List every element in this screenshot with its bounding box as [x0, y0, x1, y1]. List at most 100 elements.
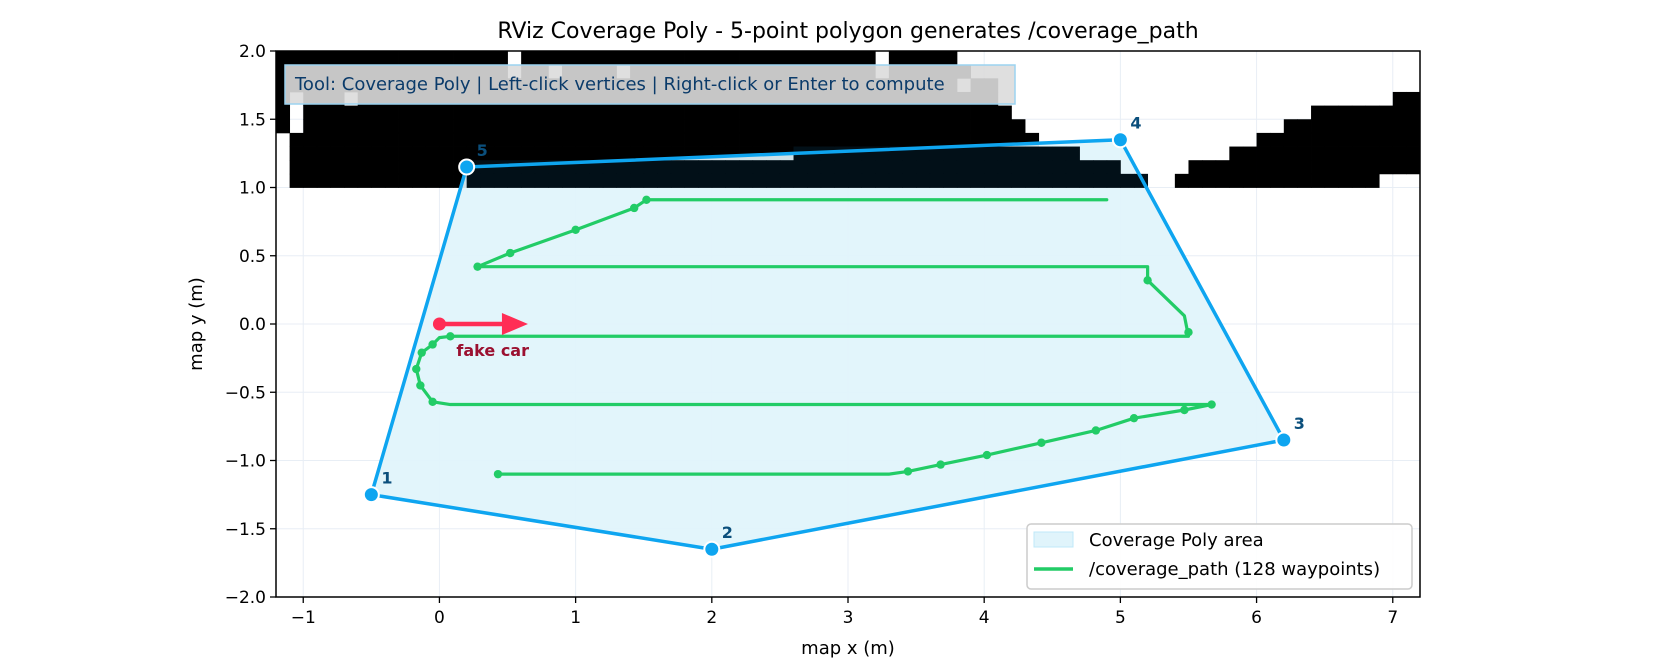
- occupied-cell: [1365, 160, 1380, 175]
- occupied-cell: [398, 146, 413, 161]
- occupied-cell: [616, 51, 631, 66]
- occupied-cell: [589, 173, 604, 188]
- legend-path-label: /coverage_path (128 waypoints): [1089, 559, 1380, 580]
- occupied-cell: [384, 173, 399, 188]
- y-tick-label: −0.5: [225, 383, 266, 403]
- occupied-cell: [834, 132, 849, 147]
- occupied-cell: [684, 105, 699, 120]
- occupied-cell: [521, 160, 536, 175]
- occupied-cell: [493, 51, 508, 66]
- occupied-cell: [956, 146, 971, 161]
- occupied-cell: [807, 173, 822, 188]
- occupied-cell: [984, 160, 999, 175]
- occupied-cell: [562, 146, 577, 161]
- occupied-cell: [1461, 119, 1475, 133]
- occupied-cell: [916, 173, 931, 188]
- occupied-cell: [602, 173, 617, 188]
- occupied-cell: [1406, 91, 1420, 106]
- occupied-cell: [425, 51, 440, 66]
- occupied-cell: [1406, 132, 1420, 147]
- occupied-cell: [1392, 146, 1407, 161]
- occupied-cell: [1038, 160, 1053, 175]
- occupied-cell: [521, 173, 536, 188]
- occupied-cell: [943, 105, 958, 120]
- occupied-cell: [480, 173, 495, 188]
- occupied-cell: [902, 160, 917, 175]
- occupied-cell: [752, 105, 767, 120]
- car-position-marker: [432, 317, 446, 331]
- occupied-cell: [1324, 119, 1339, 134]
- occupied-cell: [698, 119, 713, 134]
- occupied-cell: [956, 119, 971, 134]
- occupied-cell: [1392, 91, 1407, 106]
- occupied-cell: [834, 51, 849, 66]
- occupied-cell: [303, 119, 318, 134]
- occupied-cell: [1120, 173, 1135, 188]
- occupied-cell: [1256, 132, 1271, 147]
- occupied-cell: [466, 119, 481, 134]
- occupied-cell: [1106, 160, 1121, 175]
- polygon-vertex-marker: [458, 158, 476, 176]
- occupied-cell: [1242, 146, 1257, 161]
- occupied-cell: [534, 119, 549, 134]
- occupied-cell: [766, 51, 781, 66]
- occupied-cell: [834, 173, 849, 188]
- occupied-cell: [371, 132, 386, 147]
- occupied-cell: [902, 173, 917, 188]
- occupied-cell: [739, 105, 754, 120]
- occupied-cell: [943, 119, 958, 134]
- occupied-cell: [670, 132, 685, 147]
- occupied-cell: [466, 173, 481, 188]
- occupied-cell: [425, 146, 440, 161]
- occupied-cell: [1283, 132, 1298, 147]
- occupied-cell: [739, 132, 754, 147]
- occupied-cell: [1065, 173, 1080, 188]
- occupied-cell: [684, 119, 699, 134]
- x-tick-label: 4: [979, 608, 990, 628]
- car-arrow-head: [501, 313, 528, 335]
- occupied-cell: [657, 51, 672, 66]
- occupied-cell: [276, 119, 291, 134]
- occupied-cell: [916, 51, 931, 66]
- waypoint-marker: [642, 195, 651, 204]
- occupied-cell: [1011, 119, 1026, 134]
- occupied-cell: [670, 173, 685, 188]
- occupied-cell: [1052, 173, 1067, 188]
- occupied-cell: [929, 132, 944, 147]
- occupied-cell: [412, 51, 427, 66]
- occupied-cell: [779, 160, 794, 175]
- polygon-vertex-marker: [1275, 431, 1293, 449]
- occupied-cell: [1038, 173, 1053, 188]
- occupied-cell: [493, 105, 508, 120]
- occupied-cell: [425, 160, 440, 175]
- occupied-cell: [480, 51, 495, 66]
- occupancy-inside-polygon: [466, 146, 1149, 188]
- occupied-cell: [521, 146, 536, 161]
- occupied-cell: [725, 132, 740, 147]
- occupied-cell: [371, 146, 386, 161]
- occupied-cell: [1011, 173, 1026, 188]
- occupied-cell: [1025, 160, 1040, 175]
- occupied-cell: [453, 146, 468, 161]
- occupied-cell: [1447, 106, 1461, 120]
- occupied-cell: [1338, 119, 1353, 134]
- occupied-cell: [888, 51, 903, 66]
- occupied-cell: [643, 105, 658, 120]
- occupied-cell: [902, 119, 917, 134]
- occupied-cell: [1174, 173, 1189, 188]
- occupied-cell: [970, 105, 985, 120]
- occupied-cell: [875, 160, 890, 175]
- occupied-cell: [766, 160, 781, 175]
- occupied-cell: [316, 173, 331, 188]
- occupied-cell: [384, 51, 399, 66]
- waypoint-marker: [417, 348, 426, 357]
- occupied-cell: [902, 51, 917, 66]
- occupied-cell: [1093, 173, 1108, 188]
- occupied-cell: [997, 119, 1012, 134]
- occupied-cell: [330, 160, 345, 175]
- occupied-cell: [1311, 132, 1326, 147]
- occupied-cell: [384, 160, 399, 175]
- occupied-cell: [453, 105, 468, 120]
- occupied-cell: [779, 173, 794, 188]
- tool-hint-box: Tool: Coverage Poly | Left-click vertice…: [284, 64, 1016, 105]
